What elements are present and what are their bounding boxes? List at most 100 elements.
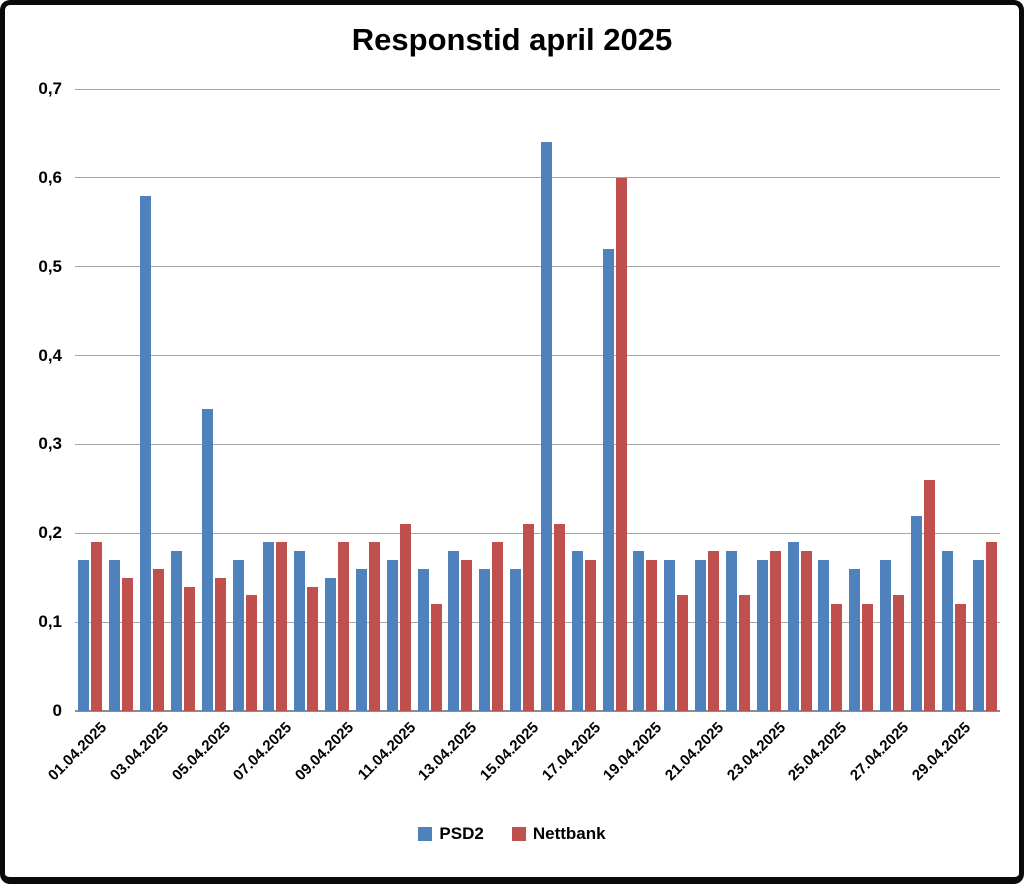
gridline (75, 443, 1000, 445)
bar-nettbank-24.04.2025 (800, 551, 812, 711)
bar-psd2-27.04.2025 (880, 560, 892, 711)
bar-nettbank-02.04.2025 (122, 578, 134, 711)
y-axis-label: 0,6 (38, 167, 62, 187)
bar-psd2-20.04.2025 (664, 560, 676, 711)
x-axis-label: 13.04.2025 (415, 719, 481, 785)
bar-psd2-18.04.2025 (602, 249, 614, 711)
bar-nettbank-26.04.2025 (862, 604, 874, 711)
bar-psd2-10.04.2025 (355, 569, 367, 711)
bar-nettbank-07.04.2025 (276, 542, 288, 711)
bar-psd2-13.04.2025 (448, 551, 460, 711)
bar-psd2-22.04.2025 (725, 551, 737, 711)
bar-psd2-11.04.2025 (386, 560, 398, 711)
gridline (75, 177, 1000, 179)
y-axis-label: 0,1 (38, 612, 62, 632)
bar-nettbank-28.04.2025 (923, 480, 935, 711)
y-axis-label: 0,4 (38, 345, 62, 365)
bar-nettbank-29.04.2025 (954, 604, 966, 711)
legend: PSD2 Nettbank (0, 824, 1024, 844)
bar-nettbank-15.04.2025 (523, 524, 535, 711)
x-axis-line (75, 710, 1000, 712)
gridline (75, 355, 1000, 357)
chart-title: Responstid april 2025 (351, 22, 673, 57)
gridline (75, 266, 1000, 268)
y-axis-label: 0,2 (38, 523, 62, 543)
bar-nettbank-03.04.2025 (153, 569, 165, 711)
bar-psd2-12.04.2025 (417, 569, 429, 711)
bar-nettbank-05.04.2025 (214, 578, 226, 711)
bar-nettbank-30.04.2025 (985, 542, 997, 711)
bar-nettbank-16.04.2025 (553, 524, 565, 711)
x-axis-label: 03.04.2025 (107, 719, 173, 785)
bar-nettbank-17.04.2025 (584, 560, 596, 711)
bar-psd2-06.04.2025 (232, 560, 244, 711)
bar-psd2-08.04.2025 (294, 551, 306, 711)
x-axis-label: 19.04.2025 (600, 719, 666, 785)
bar-psd2-15.04.2025 (510, 569, 522, 711)
bar-psd2-07.04.2025 (263, 542, 275, 711)
x-axis-label: 01.04.2025 (45, 719, 111, 785)
bar-nettbank-08.04.2025 (307, 587, 319, 711)
bar-psd2-03.04.2025 (140, 196, 152, 711)
bar-nettbank-23.04.2025 (769, 551, 781, 711)
bar-nettbank-22.04.2025 (738, 595, 750, 711)
bar-psd2-21.04.2025 (695, 560, 707, 711)
bar-psd2-26.04.2025 (849, 569, 861, 711)
bar-psd2-16.04.2025 (540, 142, 552, 711)
bar-nettbank-25.04.2025 (831, 604, 843, 711)
x-axis-label: 29.04.2025 (908, 719, 974, 785)
x-axis-label: 27.04.2025 (847, 719, 913, 785)
bar-psd2-14.04.2025 (479, 569, 491, 711)
x-axis-label: 11.04.2025 (354, 719, 419, 784)
legend-swatch-nettbank (511, 827, 526, 841)
bar-psd2-01.04.2025 (78, 560, 90, 711)
x-axis-label: 05.04.2025 (168, 719, 234, 785)
bar-nettbank-01.04.2025 (91, 542, 103, 711)
x-axis-label: 17.04.2025 (538, 719, 604, 785)
bar-psd2-17.04.2025 (571, 551, 583, 711)
legend-swatch-psd2 (418, 827, 433, 841)
gridline (75, 88, 1000, 90)
bar-nettbank-11.04.2025 (399, 524, 411, 711)
bar-psd2-05.04.2025 (201, 409, 213, 711)
bar-nettbank-19.04.2025 (646, 560, 658, 711)
bar-psd2-30.04.2025 (972, 560, 984, 711)
bar-psd2-02.04.2025 (109, 560, 121, 711)
bar-psd2-24.04.2025 (787, 542, 799, 711)
x-axis-label: 09.04.2025 (292, 719, 358, 785)
legend-item-nettbank: Nettbank (511, 824, 606, 844)
y-axis-label: 0,7 (38, 79, 62, 98)
bar-psd2-25.04.2025 (818, 560, 830, 711)
gridline (75, 532, 1000, 534)
x-axis-label: 21.04.2025 (662, 719, 728, 785)
y-axis-label: 0,3 (38, 434, 62, 454)
bar-psd2-28.04.2025 (910, 516, 922, 711)
legend-label-psd2: PSD2 (439, 824, 484, 843)
bar-psd2-04.04.2025 (170, 551, 182, 711)
x-axis-label: 15.04.2025 (477, 719, 543, 785)
bar-nettbank-12.04.2025 (430, 604, 442, 711)
bar-nettbank-10.04.2025 (368, 542, 380, 711)
bar-nettbank-14.04.2025 (492, 542, 504, 711)
bar-nettbank-18.04.2025 (615, 178, 627, 711)
bar-psd2-19.04.2025 (633, 551, 645, 711)
bar-psd2-29.04.2025 (941, 551, 953, 711)
bar-psd2-23.04.2025 (756, 560, 768, 711)
legend-item-psd2: PSD2 (418, 824, 484, 844)
x-axis-label: 25.04.2025 (785, 719, 851, 785)
bar-nettbank-06.04.2025 (245, 595, 257, 711)
x-axis-label: 07.04.2025 (230, 719, 296, 785)
x-axis-label: 23.04.2025 (723, 719, 789, 785)
gridline (75, 621, 1000, 623)
bar-nettbank-21.04.2025 (708, 551, 720, 711)
y-axis-label: 0 (52, 701, 62, 720)
bar-nettbank-04.04.2025 (183, 587, 195, 711)
bar-nettbank-13.04.2025 (461, 560, 473, 711)
plot-area (75, 88, 1000, 712)
y-axis-label: 0,5 (38, 256, 62, 276)
bar-nettbank-20.04.2025 (677, 595, 689, 711)
bar-nettbank-09.04.2025 (338, 542, 350, 711)
legend-label-nettbank: Nettbank (532, 824, 606, 843)
bar-nettbank-27.04.2025 (893, 595, 905, 711)
